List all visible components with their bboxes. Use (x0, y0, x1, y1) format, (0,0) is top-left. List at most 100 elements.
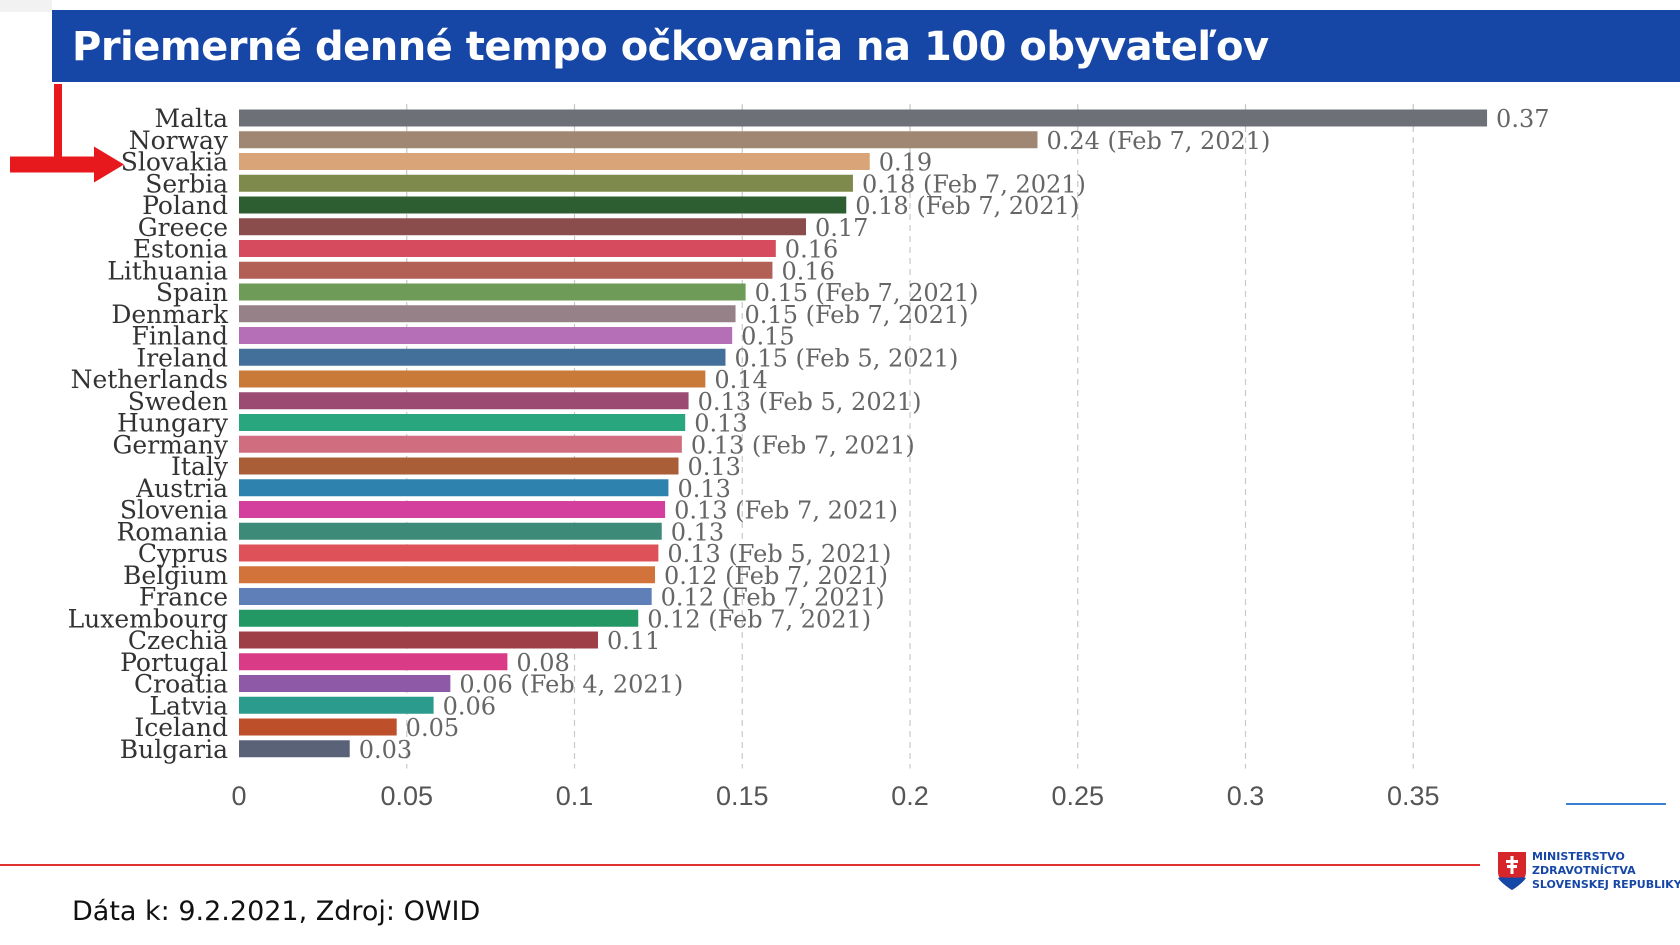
x-tick-label: 0.15 (716, 781, 769, 811)
category-label: Italy (171, 452, 229, 481)
arrow-icon (54, 84, 98, 169)
category-label: Spain (156, 278, 228, 307)
category-label: Romania (117, 517, 229, 546)
value-label: 0.16 (785, 236, 838, 264)
value-label: 0.37 (1496, 105, 1549, 133)
value-label: 0.12 (Feb 7, 2021) (661, 584, 885, 612)
bar (239, 348, 726, 366)
category-label: Poland (142, 191, 228, 220)
page-title: Priemerné denné tempo očkovania na 100 o… (72, 24, 1269, 70)
category-label: Portugal (120, 648, 228, 677)
title-banner: Priemerné denné tempo očkovania na 100 o… (52, 10, 1680, 82)
bar (239, 718, 397, 736)
category-label: Hungary (117, 409, 229, 438)
bar (239, 522, 662, 540)
bar (239, 327, 733, 344)
bar (239, 501, 666, 518)
bar (239, 609, 639, 627)
bar (239, 588, 652, 605)
data-source-note: Dáta k: 9.2.2021, Zdroj: OWID (72, 896, 481, 927)
category-label: Austria (135, 474, 228, 503)
value-label: 0.18 (Feb 7, 2021) (862, 170, 1086, 198)
x-tick-label: 0.25 (1051, 781, 1104, 811)
bar (239, 174, 853, 192)
category-label: Germany (112, 430, 228, 459)
bar (239, 435, 682, 453)
ministry-line-1: MINISTERSTVO (1532, 850, 1625, 863)
left-edge-strip (0, 0, 52, 12)
value-label: 0.13 (Feb 7, 2021) (691, 431, 915, 459)
bars (239, 109, 1488, 758)
highlight-arrow (10, 84, 124, 183)
bar (239, 479, 669, 497)
category-label: Greece (138, 213, 228, 242)
value-label: 0.15 (Feb 7, 2021) (745, 301, 969, 329)
category-label: Norway (129, 126, 229, 155)
category-label: Latvia (149, 691, 228, 720)
value-label: 0.16 (781, 257, 834, 285)
ministry-line-2: ZDRAVOTNÍCTVA (1532, 864, 1636, 877)
category-label: Ireland (136, 343, 228, 372)
arrow-head-icon (94, 146, 124, 183)
value-label: 0.13 (Feb 5, 2021) (667, 540, 891, 568)
value-label: 0.17 (815, 214, 868, 242)
value-label: 0.15 (Feb 5, 2021) (734, 344, 958, 372)
bar (239, 153, 870, 170)
value-label: 0.05 (406, 714, 459, 742)
bar (239, 675, 451, 692)
value-label: 0.12 (Feb 7, 2021) (647, 605, 871, 633)
shield-icon (1498, 852, 1526, 890)
value-label: 0.18 (Feb 7, 2021) (855, 192, 1079, 220)
category-label: Sweden (128, 387, 228, 416)
ministry-logo: MINISTERSTVO ZDRAVOTNÍCTVA SLOVENSKEJ RE… (1494, 848, 1680, 908)
value-label: 0.13 (Feb 7, 2021) (674, 497, 898, 525)
bar (239, 283, 746, 301)
value-label: 0.06 (Feb 4, 2021) (459, 671, 683, 699)
value-label: 0.13 (677, 475, 730, 503)
category-label: Croatia (134, 670, 228, 699)
category-label: Slovakia (121, 148, 228, 177)
bar (239, 414, 686, 431)
bar (239, 653, 508, 671)
category-label: Serbia (145, 169, 228, 198)
value-label: 0.24 (Feb 7, 2021) (1046, 127, 1270, 155)
category-labels: MaltaNorwaySlovakiaSerbiaPolandGreeceEst… (68, 104, 229, 764)
value-label: 0.14 (714, 366, 767, 394)
bar (239, 370, 706, 388)
category-label: Finland (132, 322, 228, 351)
category-label: Iceland (134, 713, 228, 742)
category-label: Luxembourg (68, 604, 228, 633)
category-label: Lithuania (107, 256, 228, 285)
bar (239, 131, 1038, 149)
value-label: 0.08 (516, 649, 569, 677)
bar (239, 261, 773, 279)
value-label: 0.13 (694, 410, 747, 438)
value-label: 0.15 (741, 323, 794, 351)
corner-accent-line (1566, 803, 1666, 805)
category-label: Czechia (128, 626, 228, 655)
bar (239, 305, 736, 323)
bar (239, 631, 598, 649)
bar (239, 392, 689, 410)
bar (239, 566, 656, 584)
category-label: Belgium (123, 561, 228, 590)
ministry-line-3: SLOVENSKEJ REPUBLIKY (1532, 878, 1680, 891)
category-label: France (139, 583, 228, 612)
value-label: 0.03 (359, 736, 412, 764)
bar (239, 696, 434, 714)
value-label: 0.06 (443, 692, 496, 720)
category-label: Denmark (111, 300, 229, 329)
value-label: 0.15 (Feb 7, 2021) (755, 279, 979, 307)
bar (239, 740, 350, 758)
bar (239, 218, 806, 236)
value-label: 0.12 (Feb 7, 2021) (664, 562, 888, 590)
value-labels: 0.370.24 (Feb 7, 2021)0.190.18 (Feb 7, 2… (359, 105, 1550, 764)
x-tick-label: 0.35 (1387, 781, 1440, 811)
value-label: 0.13 (Feb 5, 2021) (698, 388, 922, 416)
category-label: Estonia (133, 235, 228, 264)
x-tick-labels: 0 0.05 0.1 0.15 0.2 0.25 0.3 0.35 (231, 781, 1439, 811)
bar (239, 240, 776, 257)
value-label: 0.11 (607, 627, 660, 655)
x-tick-label: 0.1 (556, 781, 594, 811)
